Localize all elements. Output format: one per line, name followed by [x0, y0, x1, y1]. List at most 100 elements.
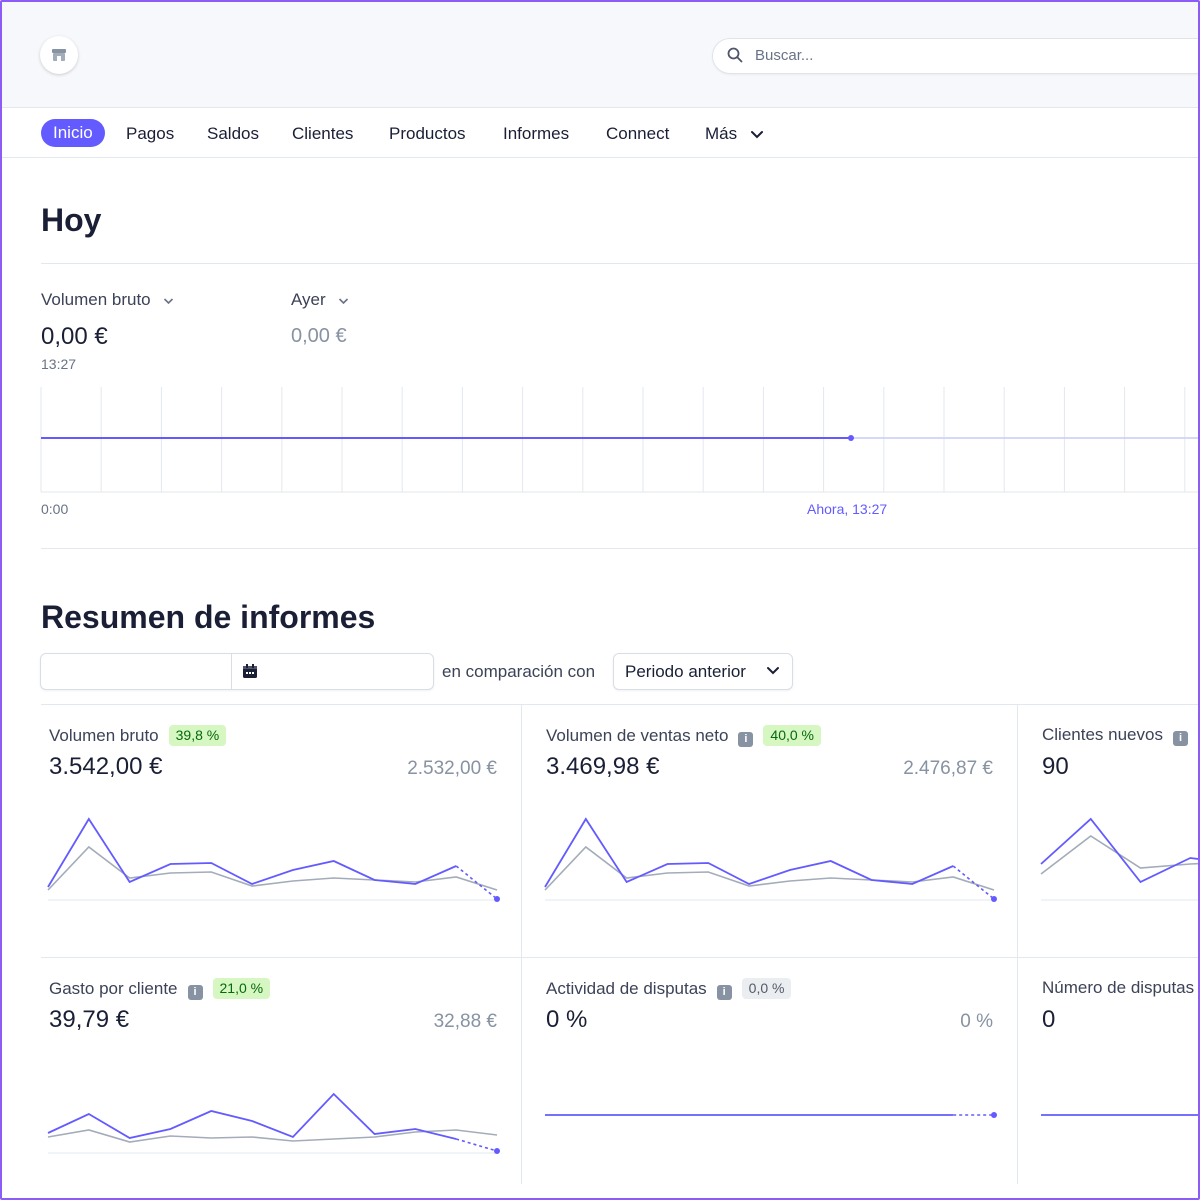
card-value: 90 — [1042, 753, 1069, 780]
card-title: Número de disputas — [1042, 978, 1195, 997]
chevron-down-icon — [164, 297, 174, 304]
projected-segment — [455, 865, 498, 900]
sparkline-chart — [544, 817, 997, 902]
current-series-line — [544, 817, 954, 888]
current-series-line — [47, 1092, 457, 1140]
card-title-row: Clientes nuevos i — [1042, 725, 1188, 746]
tab-informes[interactable]: Informes — [503, 124, 570, 143]
tab-pagos[interactable]: Pagos — [126, 124, 175, 143]
card-value: 0 % — [546, 1006, 588, 1033]
divider — [521, 704, 522, 1184]
previous-series-line — [544, 845, 995, 891]
tab-inicio[interactable]: Inicio — [41, 119, 105, 147]
search-bar[interactable] — [712, 38, 1200, 74]
chevron-down-icon — [339, 297, 349, 304]
current-series-line — [47, 817, 457, 888]
chevron-down-icon — [750, 130, 763, 138]
period-select-label: Periodo anterior — [625, 662, 746, 681]
report-card-new-customers[interactable]: Clientes nuevos i 90 — [1034, 704, 1200, 957]
card-title-row: Actividad de disputas i 0,0 % — [546, 978, 792, 1000]
tab-productos[interactable]: Productos — [389, 124, 466, 143]
card-previous-value: 2.476,87 € — [903, 758, 993, 779]
card-title-row: Número de disputas — [1042, 978, 1194, 998]
metric-time: 13:27 — [41, 356, 77, 372]
projected-segment — [952, 865, 995, 900]
card-value: 3.469,98 € — [546, 753, 660, 780]
previous-series-line — [47, 845, 498, 891]
sparkline-chart — [47, 1092, 500, 1154]
card-title: Volumen de ventas neto — [546, 726, 729, 745]
search-input[interactable] — [753, 46, 1157, 65]
divider — [41, 957, 1200, 958]
tab-mas[interactable]: Más — [705, 120, 764, 148]
series-end-point — [494, 1148, 500, 1154]
date-range-picker[interactable] — [40, 653, 434, 690]
now-point — [848, 435, 854, 441]
card-title: Actividad de disputas — [546, 979, 707, 998]
projected-segment — [455, 1138, 498, 1152]
series-end-point — [991, 896, 997, 902]
sparkline-chart — [1041, 1114, 1200, 1116]
search-icon — [727, 47, 743, 63]
tab-mas-label: Más — [705, 124, 738, 143]
divider — [41, 704, 1200, 705]
top-bar — [2, 2, 1200, 108]
card-value: 0 — [1042, 1006, 1056, 1033]
divider — [41, 263, 1200, 264]
card-previous-value: 32,88 € — [433, 1011, 497, 1032]
card-title-row: Gasto por cliente i 21,0 % — [49, 978, 271, 1000]
period-select[interactable]: Periodo anterior — [613, 653, 793, 690]
chevron-down-icon — [767, 667, 779, 675]
previous-series-line — [1040, 835, 1200, 875]
card-title: Clientes nuevos — [1042, 725, 1163, 744]
summary-title: Resumen de informes — [41, 599, 376, 635]
info-icon[interactable]: i — [1172, 731, 1188, 746]
sparkline-chart — [47, 817, 500, 902]
metric-selector[interactable]: Volumen bruto — [41, 290, 174, 310]
calendar-icon[interactable] — [242, 664, 258, 679]
main-nav: Inicio Pagos Saldos Clientes Productos I… — [0, 107, 1200, 158]
info-icon[interactable]: i — [738, 732, 754, 747]
series-end-point — [494, 896, 500, 902]
divider — [41, 548, 1200, 549]
axis-now-label: Ahora, 13:27 — [807, 501, 888, 517]
info-icon[interactable]: i — [716, 985, 732, 1000]
card-value: 39,79 € — [49, 1006, 130, 1033]
sparkline-chart — [1040, 817, 1200, 901]
info-icon[interactable]: i — [187, 985, 203, 1000]
current-series-line — [1040, 817, 1200, 884]
divider — [1017, 704, 1018, 1184]
previous-series-line — [47, 1129, 498, 1143]
report-card-spend-per-customer[interactable]: Gasto por cliente i 21,0 % 39,79 € 32,88 € — [41, 957, 521, 1187]
card-title: Volumen bruto — [49, 726, 159, 745]
compare-selector[interactable]: Ayer — [291, 290, 349, 310]
tab-saldos[interactable]: Saldos — [207, 124, 259, 143]
today-title: Hoy — [41, 202, 102, 238]
change-badge: 40,0 % — [763, 725, 822, 746]
sparkline-chart — [545, 1112, 997, 1118]
compare-text: en comparación con — [442, 662, 596, 681]
compare-label: Ayer — [291, 290, 326, 309]
card-title: Gasto por cliente — [49, 979, 178, 998]
change-badge: 39,8 % — [168, 725, 227, 746]
report-card-net-sales[interactable]: Volumen de ventas neto i 40,0 % 3.469,98 € 2… — [538, 704, 1017, 957]
card-value: 3.542,00 € — [49, 753, 163, 780]
card-title-row: Volumen de ventas neto i 40,0 % — [546, 725, 822, 747]
card-previous-value: 0 % — [960, 1011, 993, 1032]
card-title-row: Volumen bruto 39,8 % — [49, 725, 227, 746]
metric-label: Volumen bruto — [41, 290, 151, 309]
compare-value: 0,00 € — [291, 325, 347, 347]
metric-value: 0,00 € — [41, 323, 108, 350]
today-chart — [40, 387, 1200, 493]
store-icon[interactable] — [40, 36, 78, 74]
report-card-gross-volume[interactable]: Volumen bruto 39,8 % 3.542,00 € 2.532,00 € — [41, 704, 521, 957]
card-previous-value: 2.532,00 € — [407, 758, 497, 779]
report-card-dispute-count[interactable]: Número de disputas 0 — [1034, 957, 1200, 1187]
change-badge: 0,0 % — [741, 978, 792, 999]
axis-start-label: 0:00 — [41, 501, 69, 517]
series-end-point — [991, 1112, 997, 1118]
tab-connect[interactable]: Connect — [606, 124, 670, 143]
tab-clientes[interactable]: Clientes — [292, 124, 354, 143]
change-badge: 21,0 % — [212, 978, 271, 999]
report-card-dispute-activity[interactable]: Actividad de disputas i 0,0 % 0 % 0 % — [538, 957, 1017, 1187]
